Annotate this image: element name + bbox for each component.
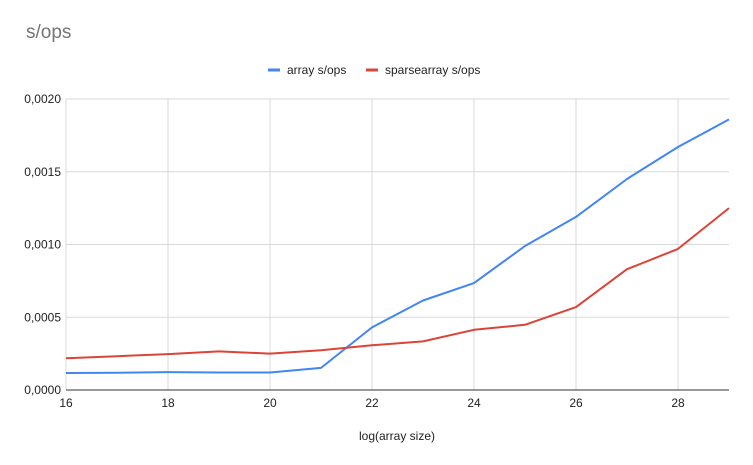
- x-axis-title: log(array size): [359, 429, 435, 443]
- x-tick-label: 18: [161, 396, 175, 410]
- x-tick-label: 28: [671, 396, 685, 410]
- legend-label-1: array s/ops: [287, 63, 346, 77]
- y-axis-ticks: 0,0000 0,0005 0,0010 0,0015 0,0020: [24, 92, 61, 397]
- x-tick-label: 24: [467, 396, 481, 410]
- y-tick-label: 0,0010: [24, 238, 61, 252]
- y-tick-label: 0,0020: [24, 92, 61, 106]
- x-tick-label: 26: [569, 396, 583, 410]
- y-tick-label: 0,0005: [24, 310, 61, 324]
- x-axis-ticks: 16 18 20 22 24 26 28: [59, 396, 685, 410]
- chart-title: s/ops: [26, 22, 72, 43]
- legend-label-2: sparsearray s/ops: [385, 63, 480, 77]
- gridlines: [65, 98, 729, 391]
- legend: array s/ops sparsearray s/ops: [268, 63, 480, 77]
- series-line-2: [65, 207, 730, 360]
- y-tick-label: 0,0000: [24, 383, 61, 397]
- y-tick-label: 0,0015: [24, 165, 61, 179]
- x-tick-label: 22: [365, 396, 379, 410]
- x-tick-label: 16: [59, 396, 73, 410]
- x-tick-label: 20: [263, 396, 277, 410]
- series-lines: [65, 118, 730, 374]
- series-line-1: [65, 118, 730, 374]
